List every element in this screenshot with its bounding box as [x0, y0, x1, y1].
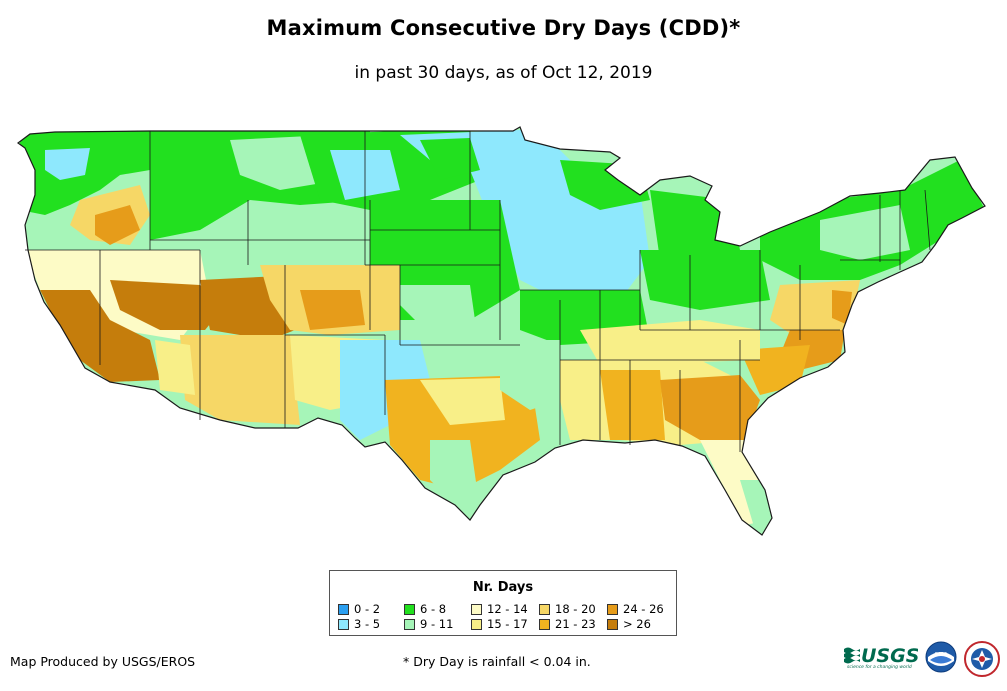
legend-item-12-14: 12 - 14 — [471, 603, 528, 616]
legend-swatch — [539, 604, 550, 615]
legend-item-18-20: 18 - 20 — [539, 603, 596, 616]
state-borders — [17, 126, 986, 536]
legend-item-24-26: 24 - 26 — [607, 603, 664, 616]
svg-text:noaa: noaa — [935, 651, 947, 657]
legend-swatch — [338, 619, 349, 630]
legend-item-9-11: 9 - 11 — [404, 618, 453, 631]
legend-item-3-5: 3 - 5 — [338, 618, 380, 631]
map-title: Maximum Consecutive Dry Days (CDD)* — [266, 16, 741, 40]
noaa-logo: noaa — [925, 641, 957, 673]
legend-swatch — [539, 619, 550, 630]
legend-swatch — [404, 604, 415, 615]
us-dry-days-map — [17, 126, 986, 536]
legend-item-15-17: 15 - 17 — [471, 618, 528, 631]
legend-swatch — [471, 604, 482, 615]
legend-box: Nr. Days 0 - 2 3 - 5 6 - 8 9 - 11 12 - 1… — [329, 570, 677, 636]
map-subtitle: in past 30 days, as of Oct 12, 2019 — [354, 63, 653, 83]
legend-swatch — [607, 619, 618, 630]
legend-item-21-23: 21 - 23 — [539, 618, 596, 631]
usgs-tagline: science for a changing world — [847, 665, 912, 670]
svg-text:USGS: USGS — [861, 645, 918, 667]
legend-item-6-8: 6 - 8 — [404, 603, 446, 616]
legend-item-0-2: 0 - 2 — [338, 603, 380, 616]
nws-logo — [964, 641, 1000, 677]
dry-day-footnote: * Dry Day is rainfall < 0.04 in. — [403, 654, 591, 669]
legend-swatch — [471, 619, 482, 630]
legend-item-over-26: > 26 — [607, 618, 651, 631]
usgs-logo: USGS — [844, 645, 918, 667]
legend-swatch — [404, 619, 415, 630]
legend-swatch — [607, 604, 618, 615]
map-credit: Map Produced by USGS/EROS — [10, 654, 196, 669]
legend-title: Nr. Days — [472, 580, 534, 595]
legend-swatch — [338, 604, 349, 615]
